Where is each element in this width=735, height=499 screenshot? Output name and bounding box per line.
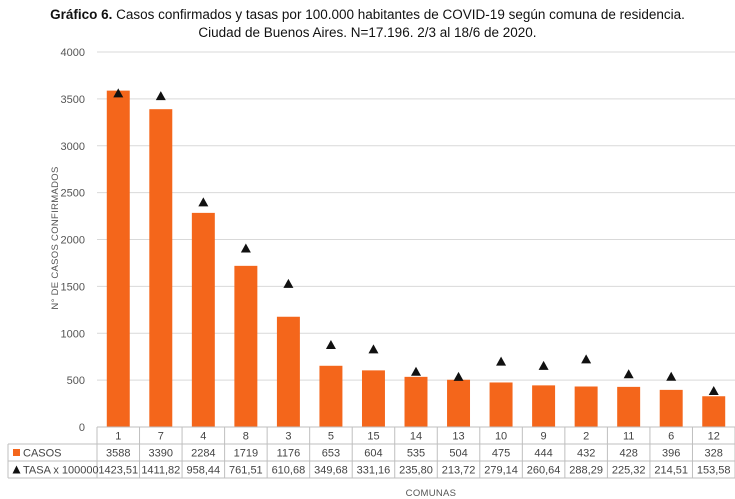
table-cell-tasa: 260,64 [527, 465, 561, 477]
table-cell-casos: 444 [534, 448, 552, 460]
rate-marker [411, 366, 421, 376]
bar [532, 385, 556, 427]
chart-title: Gráfico 6. Casos confirmados y tasas por… [0, 6, 735, 42]
table-cell-tasa: 761,51 [229, 465, 263, 477]
rate-marker [283, 278, 294, 288]
bar [361, 370, 385, 427]
y-axis-ticks: 0 500 1000 1500 2000 2500 3000 3500 4000 [61, 47, 85, 434]
x-tick-label: 3 [285, 431, 291, 443]
chart-title-prefix: Gráfico 6. [50, 7, 113, 22]
table-cell-tasa: 1423,51 [98, 465, 138, 477]
x-tick-label: 14 [410, 431, 422, 443]
rate-marker [581, 354, 592, 364]
table-cell-casos: 396 [662, 448, 680, 460]
table-cell-tasa: 958,44 [187, 465, 221, 477]
table-cell-tasa: 1411,82 [141, 465, 180, 477]
bar [234, 265, 258, 427]
y-axis-title: N° DE CASOS CONFIRMADOS [50, 166, 61, 309]
table-cell-casos: 432 [577, 448, 595, 460]
rate-marker [453, 371, 464, 381]
chart-title-line2: Ciudad de Buenos Aires. N=17.196. 2/3 al… [198, 25, 537, 40]
rate-marker [325, 340, 336, 350]
table-cell-tasa: 213,72 [442, 465, 476, 477]
table-cell-casos: 428 [619, 448, 637, 460]
table-cell-casos: 2284 [191, 448, 215, 460]
table-cell-casos: 475 [492, 448, 510, 460]
rate-marker [240, 243, 251, 253]
table-cell-casos: 604 [364, 448, 382, 460]
y-tick-label: 2500 [61, 188, 85, 200]
x-tick-label: 9 [541, 431, 547, 443]
table-cell-tasa: 214,51 [654, 465, 688, 477]
table-cell-casos: 3390 [149, 448, 173, 460]
chart-title-line1: Casos confirmados y tasas por 100.000 ha… [116, 7, 685, 22]
rate-marker [198, 197, 209, 207]
y-tick-label: 3500 [61, 94, 85, 106]
table-cell-casos: 504 [449, 448, 467, 460]
bar [702, 396, 726, 427]
y-tick-label: 4000 [61, 47, 85, 59]
x-tick-label: 4 [200, 431, 206, 443]
legend-label-tasa: TASA x 100000 [23, 465, 99, 477]
x-tick-label: 13 [452, 431, 464, 443]
x-tick-label: 12 [708, 431, 720, 443]
bar [191, 212, 215, 427]
legend-swatch-tasa [12, 465, 21, 474]
table-cell-casos: 3588 [106, 448, 130, 460]
rate-marker [155, 91, 166, 101]
y-tick-label: 3000 [61, 141, 85, 153]
table-cell-casos: 1176 [277, 448, 301, 460]
bar [447, 379, 471, 427]
y-tick-label: 1000 [61, 328, 85, 340]
bar [106, 90, 130, 427]
y-tick-label: 500 [67, 375, 85, 387]
legend-label-casos: CASOS [23, 448, 62, 460]
data-table: CASOS TASA x 100000 1 3588 1423,51 7 3390 1411,… [7, 426, 735, 479]
bar [617, 386, 641, 427]
bar [276, 316, 300, 427]
table-cell-tasa: 279,14 [484, 465, 518, 477]
table-cell-tasa: 235,80 [399, 465, 433, 477]
table-cell-casos: 1719 [234, 448, 258, 460]
table-cell-casos: 328 [705, 448, 723, 460]
x-tick-label: 15 [367, 431, 379, 443]
y-tick-label: 0 [79, 422, 85, 434]
x-tick-label: 2 [583, 431, 589, 443]
table-cell-casos: 535 [407, 448, 425, 460]
x-tick-label: 8 [243, 431, 249, 443]
table-cell-casos: 653 [322, 448, 340, 460]
bars [106, 90, 726, 427]
y-tick-label: 1500 [61, 281, 85, 293]
rate-marker [623, 369, 634, 379]
rate-markers [113, 88, 719, 396]
bar [404, 376, 428, 427]
x-axis-title: COMUNAS [406, 488, 457, 499]
x-tick-label: 7 [158, 431, 164, 443]
bar [319, 365, 343, 427]
table-cell-tasa: 225,32 [612, 465, 646, 477]
x-tick-label: 10 [495, 431, 507, 443]
x-tick-label: 6 [668, 431, 674, 443]
x-tick-label: 11 [623, 431, 634, 443]
legend-swatch-casos [13, 449, 20, 456]
table-cell-tasa: 153,58 [697, 465, 731, 477]
rate-marker [113, 88, 124, 98]
bar [149, 109, 173, 427]
table-cell-tasa: 331,16 [357, 465, 391, 477]
rate-marker [496, 356, 507, 366]
rate-marker [368, 344, 379, 354]
y-tick-label: 2000 [61, 235, 85, 247]
table-cell-tasa: 288,29 [569, 465, 603, 477]
x-tick-label: 5 [328, 431, 334, 443]
x-tick-label: 1 [115, 431, 121, 443]
table-cell-tasa: 349,68 [314, 465, 348, 477]
table-cell-tasa: 610,68 [272, 465, 306, 477]
rate-marker [708, 386, 719, 396]
bar [574, 386, 598, 427]
rate-marker [666, 371, 677, 381]
bar [489, 382, 513, 427]
rate-marker [538, 360, 549, 370]
bar [659, 389, 683, 427]
